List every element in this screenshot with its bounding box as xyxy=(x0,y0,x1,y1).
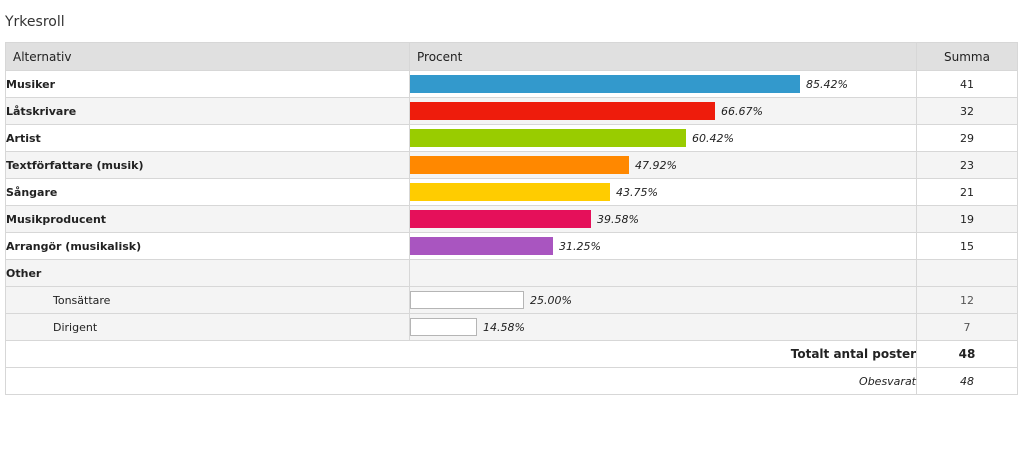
sum-value: 29 xyxy=(916,124,1018,152)
sum-value: 23 xyxy=(916,151,1018,179)
bar-cell: 60.42% xyxy=(409,124,917,152)
percent-label: 66.67% xyxy=(721,104,763,118)
bar xyxy=(410,237,553,255)
option-label: Sångare xyxy=(5,178,410,206)
bar-cell: 66.67% xyxy=(409,97,917,125)
bar-cell: 31.25% xyxy=(409,232,917,260)
sum-value: 12 xyxy=(916,286,1018,314)
bar xyxy=(410,183,610,201)
sum-value: 7 xyxy=(916,313,1018,341)
results-table: Alternativ Procent Summa Musiker 85.42% … xyxy=(5,42,1018,395)
total-label: Totalt antal poster xyxy=(5,340,917,368)
percent-label: 47.92% xyxy=(635,158,677,172)
bar-cell: 25.00% xyxy=(409,286,917,314)
bar xyxy=(410,291,524,309)
option-label: Textförfattare (musik) xyxy=(5,151,410,179)
table-header: Alternativ Procent Summa xyxy=(5,42,1018,71)
column-header-sum: Summa xyxy=(916,42,1018,71)
percent-label: 14.58% xyxy=(483,320,525,334)
percent-label: 39.58% xyxy=(597,212,639,226)
bar-cell: 39.58% xyxy=(409,205,917,233)
unanswered-row: Obesvarat 48 xyxy=(5,367,1018,395)
bar xyxy=(410,129,686,147)
total-value: 48 xyxy=(916,340,1018,368)
bar xyxy=(410,75,800,93)
bar xyxy=(410,318,477,336)
table-row: Textförfattare (musik) 47.92% 23 xyxy=(5,151,1018,179)
empty-cell xyxy=(409,259,917,287)
sum-value: 21 xyxy=(916,178,1018,206)
table-row: Tonsättare 25.00% 12 xyxy=(5,286,1018,314)
bar-cell: 43.75% xyxy=(409,178,917,206)
option-label: Arrangör (musikalisk) xyxy=(5,232,410,260)
empty-cell xyxy=(916,259,1018,287)
results-body: Musiker 85.42% 41 Låtskrivare 66.67% 32 … xyxy=(5,70,1018,395)
bar xyxy=(410,156,629,174)
option-label: Musikproducent xyxy=(5,205,410,233)
question-title: Yrkesroll xyxy=(5,14,65,30)
table-row: Dirigent 14.58% 7 xyxy=(5,313,1018,341)
sum-value: 19 xyxy=(916,205,1018,233)
table-row: Arrangör (musikalisk) 31.25% 15 xyxy=(5,232,1018,260)
unanswered-label: Obesvarat xyxy=(5,367,917,395)
bar xyxy=(410,210,591,228)
column-header-option: Alternativ xyxy=(5,42,410,71)
percent-label: 85.42% xyxy=(806,77,848,91)
table-row: Artist 60.42% 29 xyxy=(5,124,1018,152)
total-row: Totalt antal poster 48 xyxy=(5,340,1018,368)
percent-label: 31.25% xyxy=(559,239,601,253)
option-label: Musiker xyxy=(5,70,410,98)
option-label: Låtskrivare xyxy=(5,97,410,125)
sum-value: 32 xyxy=(916,97,1018,125)
other-group-label: Other xyxy=(5,259,410,287)
percent-label: 25.00% xyxy=(530,293,572,307)
table-row: Låtskrivare 66.67% 32 xyxy=(5,97,1018,125)
table-row: Sångare 43.75% 21 xyxy=(5,178,1018,206)
option-label: Tonsättare xyxy=(5,286,410,314)
other-group-row: Other xyxy=(5,259,1018,287)
bar-cell: 47.92% xyxy=(409,151,917,179)
column-header-percent: Procent xyxy=(409,42,917,71)
bar xyxy=(410,102,715,120)
bar-cell: 85.42% xyxy=(409,70,917,98)
option-label: Artist xyxy=(5,124,410,152)
option-label: Dirigent xyxy=(5,313,410,341)
bar-cell: 14.58% xyxy=(409,313,917,341)
percent-label: 60.42% xyxy=(692,131,734,145)
unanswered-value: 48 xyxy=(916,367,1018,395)
percent-label: 43.75% xyxy=(616,185,658,199)
table-row: Musikproducent 39.58% 19 xyxy=(5,205,1018,233)
table-row: Musiker 85.42% 41 xyxy=(5,70,1018,98)
sum-value: 15 xyxy=(916,232,1018,260)
sum-value: 41 xyxy=(916,70,1018,98)
